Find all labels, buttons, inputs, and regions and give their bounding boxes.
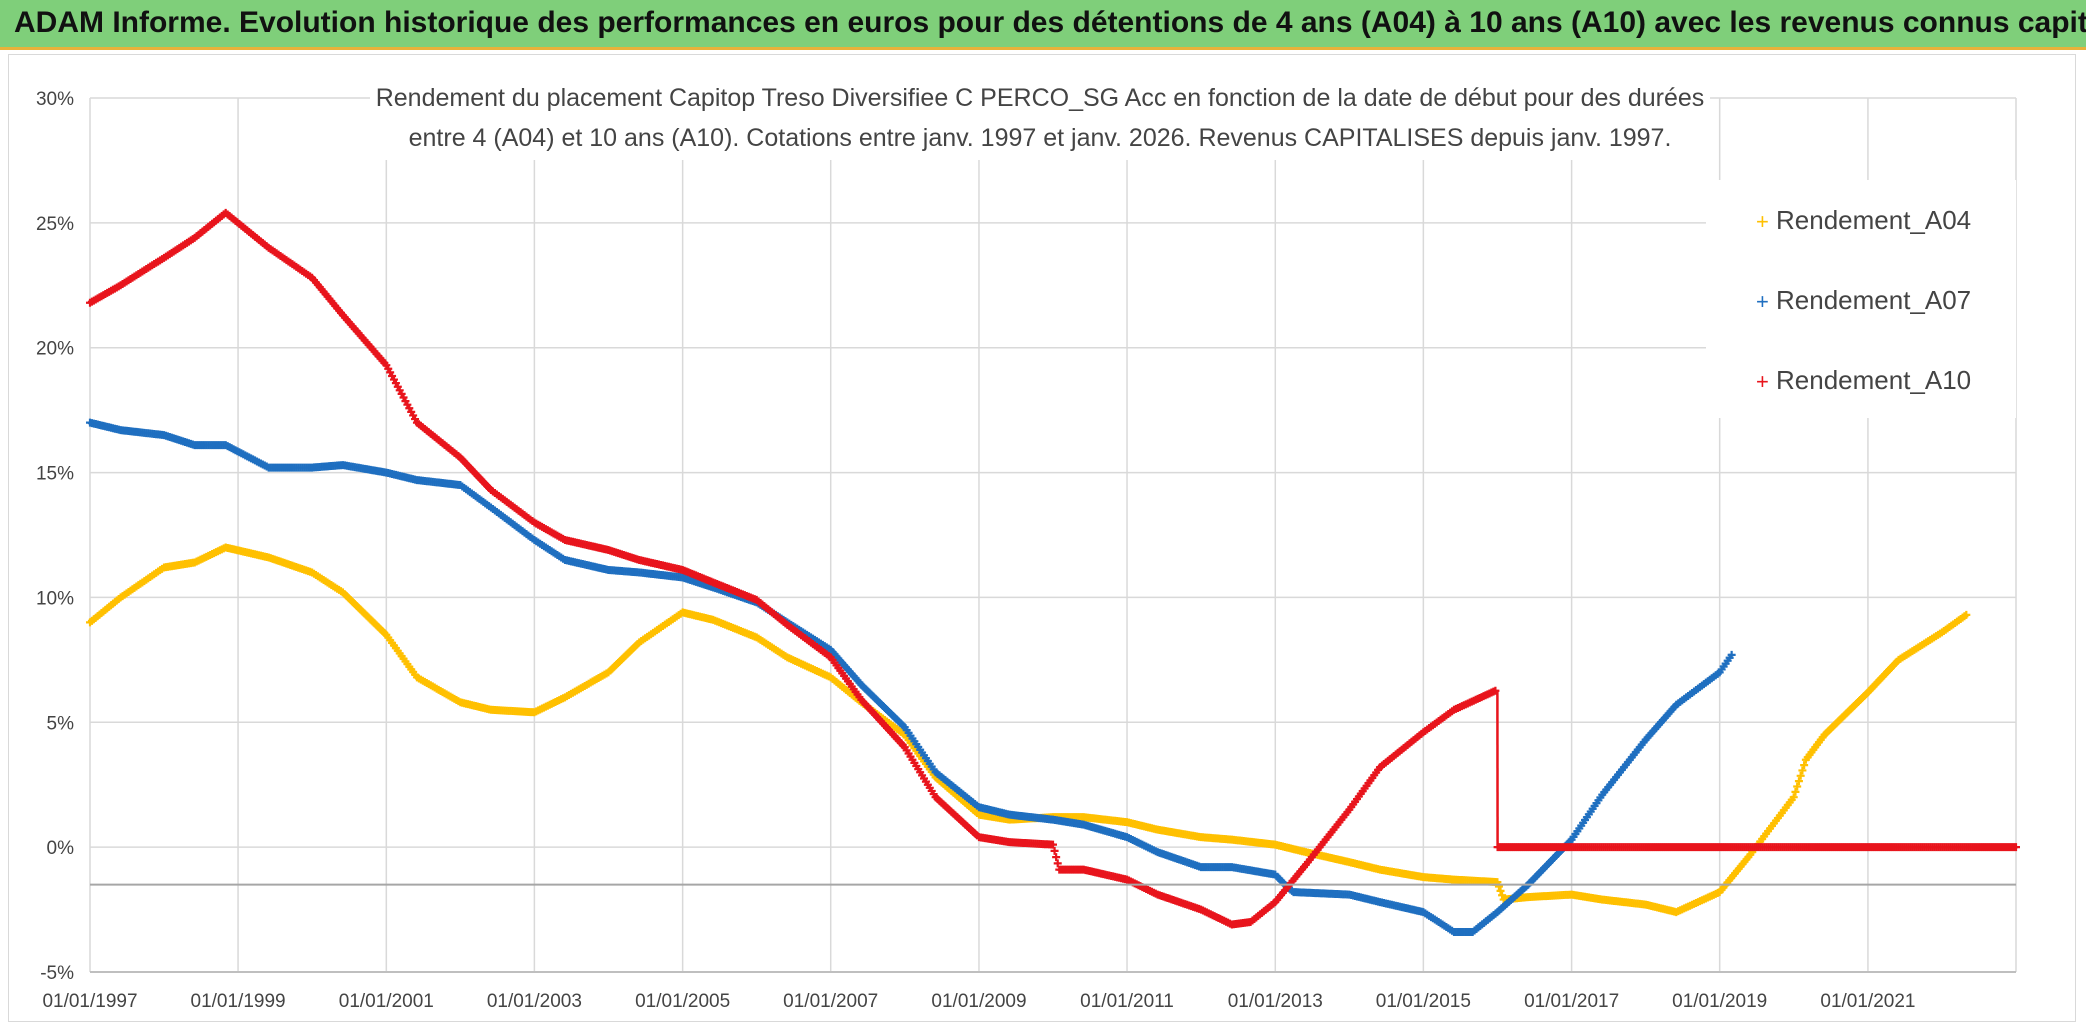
x-tick-label: 01/01/2013	[1228, 991, 1323, 1012]
data-point	[1793, 782, 1802, 791]
chart-frame	[8, 54, 2076, 1022]
series-Rendement_A04	[86, 543, 1971, 917]
series-Rendement_A10	[86, 208, 2020, 929]
x-tick-label: 01/01/2021	[1820, 991, 1915, 1012]
report-banner: ADAM Informe. Evolution historique des p…	[0, 0, 2086, 50]
data-point	[1052, 853, 1061, 862]
chart-title-line-2: entre 4 (A04) et 10 ans (A10). Cotations…	[409, 124, 1672, 152]
chart-title-background	[370, 76, 1710, 160]
y-tick-label: 0%	[47, 838, 75, 859]
y-tick-label: 10%	[36, 588, 74, 609]
x-tick-label: 01/01/1999	[191, 991, 286, 1012]
x-tick-label: 01/01/2001	[339, 991, 434, 1012]
legend-label-a04: Rendement_A04	[1776, 205, 1971, 235]
y-tick-label: -5%	[40, 963, 74, 984]
x-tick-label: 01/01/2005	[635, 991, 730, 1012]
series-layer	[86, 208, 2020, 937]
legend-marker-a10: +	[1756, 369, 1769, 394]
data-point	[1496, 886, 1505, 895]
data-point	[2012, 843, 2020, 852]
data-point	[1498, 891, 1507, 900]
data-point	[1791, 787, 1800, 796]
y-tick-label: 25%	[36, 214, 74, 235]
legend-label-a07: Rendement_A07	[1776, 285, 1971, 315]
data-point	[1050, 846, 1059, 855]
x-tick-label: 01/01/2011	[1080, 991, 1174, 1012]
x-tick-label: 01/01/2009	[931, 991, 1026, 1012]
x-tick-label: 01/01/2015	[1376, 991, 1471, 1012]
data-point	[1789, 793, 1798, 802]
data-point	[1727, 650, 1736, 659]
legend-background	[1706, 180, 2016, 418]
y-tick-label: 5%	[47, 713, 75, 734]
chart-title-line-1: Rendement du placement Capitop Treso Div…	[376, 84, 1705, 112]
legend: + Rendement_A04 + Rendement_A07 + Rendem…	[1706, 180, 2016, 418]
data-point	[1053, 859, 1062, 868]
y-tick-label: 20%	[36, 339, 74, 360]
data-point	[1794, 777, 1803, 786]
x-tick-label: 01/01/1997	[42, 991, 137, 1012]
data-point	[1049, 840, 1057, 849]
x-tick-label: 01/01/2019	[1672, 991, 1767, 1012]
data-point	[1800, 761, 1809, 770]
y-tick-label: 15%	[36, 464, 74, 485]
x-tick-label: 01/01/2007	[783, 991, 878, 1012]
data-point	[1798, 766, 1807, 775]
legend-marker-a07: +	[1756, 289, 1769, 314]
y-tick-label: 30%	[36, 89, 74, 110]
legend-label-a10: Rendement_A10	[1776, 365, 1971, 395]
series-Rendement_A07	[86, 418, 1736, 937]
x-tick-label: 01/01/2003	[487, 991, 582, 1012]
data-point	[1796, 771, 1805, 780]
axis-layer: 30% 25% 20% 15% 10% 5% 0% -5% 01/01/1997 01/01/19…	[36, 89, 2016, 1012]
data-point	[1962, 610, 1971, 619]
report-title: ADAM Informe. Evolution historique des p…	[14, 6, 2086, 39]
x-tick-label: 01/01/2017	[1524, 991, 1619, 1012]
legend-marker-a04: +	[1756, 209, 1769, 234]
